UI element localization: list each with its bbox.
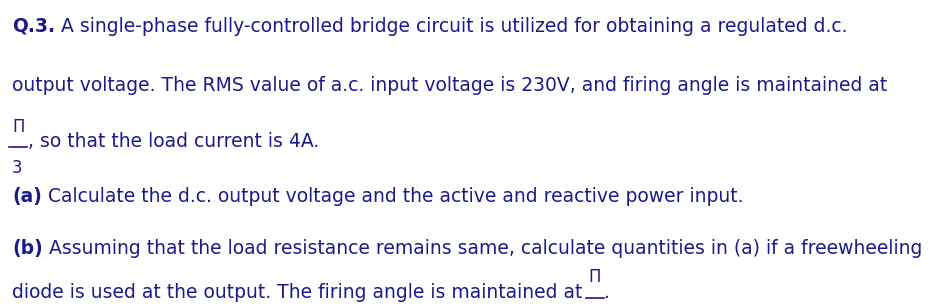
Text: Π: Π xyxy=(588,268,600,286)
Text: Q.3.: Q.3. xyxy=(12,17,55,36)
Text: , so that the load current is 4A.: , so that the load current is 4A. xyxy=(28,133,319,151)
Text: Calculate the d.c. output voltage and the active and reactive power input.: Calculate the d.c. output voltage and th… xyxy=(42,187,744,206)
Text: Assuming that the load resistance remains same, calculate quantities in (a) if a: Assuming that the load resistance remain… xyxy=(43,239,923,258)
Text: Π: Π xyxy=(12,118,24,136)
Text: output voltage. The RMS value of a.c. input voltage is 230V, and firing angle is: output voltage. The RMS value of a.c. in… xyxy=(12,76,887,95)
Text: (a): (a) xyxy=(12,187,42,206)
Text: diode is used at the output. The firing angle is maintained at: diode is used at the output. The firing … xyxy=(12,283,588,302)
Text: 3: 3 xyxy=(12,159,22,177)
Text: A single-phase fully-controlled bridge circuit is utilized for obtaining a regul: A single-phase fully-controlled bridge c… xyxy=(55,17,847,36)
Text: (b): (b) xyxy=(12,239,43,258)
Text: .: . xyxy=(603,283,610,302)
